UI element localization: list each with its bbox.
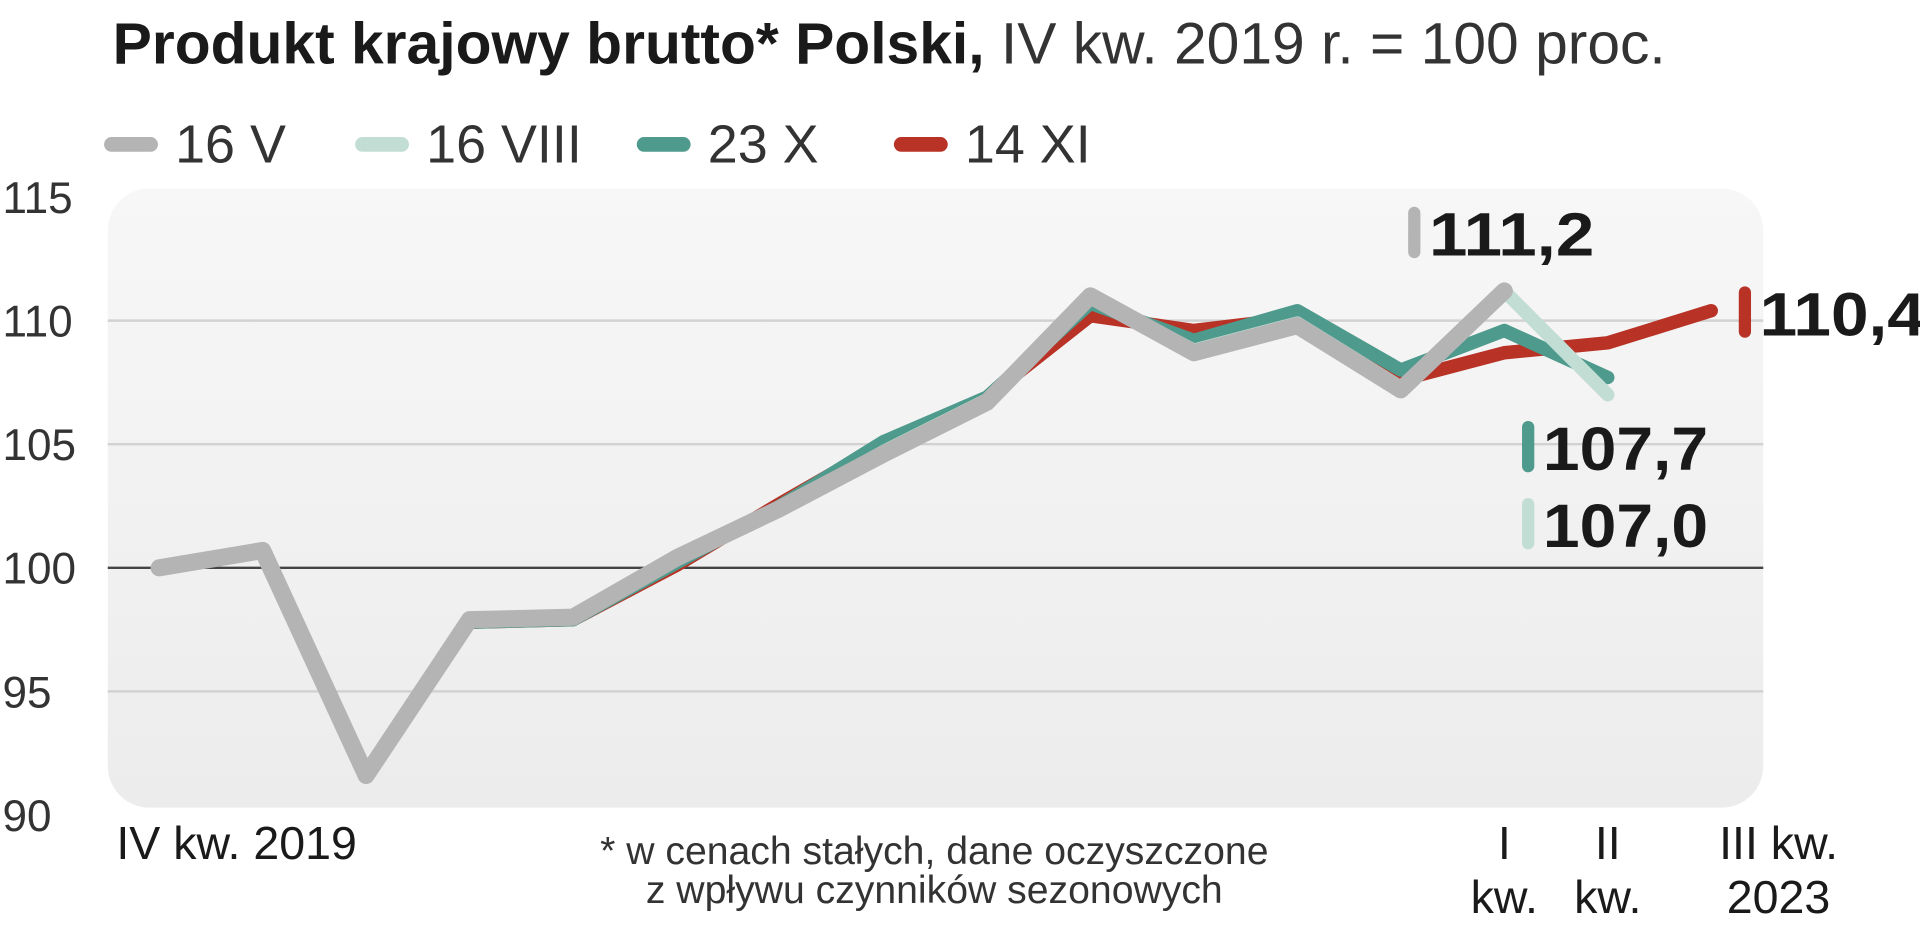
footnote: * w cenach stałych, dane oczyszczone — [600, 830, 1268, 873]
x-tick-label-box: II kw. — [1574, 818, 1642, 924]
chart-title: Produkt krajowy brutto* Polski, — [113, 12, 985, 77]
legend-label: 14 XI — [965, 115, 1091, 175]
value-label: 107,0 — [1543, 492, 1708, 560]
x-tick-label-box: III kw. 2023 — [1719, 818, 1839, 924]
legend-label: 23 X — [708, 115, 819, 175]
chart-subtitle: IV kw. 2019 r. = 100 proc. — [1001, 12, 1666, 77]
value-label: 110,4 — [1760, 280, 1920, 348]
legend-label: 16 VIII — [426, 115, 582, 175]
y-tick-label: 110 — [2, 298, 72, 347]
legend-label: 16 V — [175, 115, 286, 175]
x-tick-label-box: IV kw. 2019 — [116, 818, 357, 871]
title-group: Produkt krajowy brutto* Polski, IV kw. 2… — [113, 12, 1666, 77]
y-tick-label: 95 — [2, 668, 51, 717]
y-tick-label: 115 — [2, 174, 72, 223]
value-label: 107,7 — [1543, 415, 1708, 483]
x-tick-label: IV kw. 2019 — [116, 818, 357, 871]
value-label: 111,2 — [1429, 201, 1594, 269]
x-tick-label: I kw. — [1470, 818, 1538, 924]
x-tick-label: II kw. — [1574, 818, 1642, 924]
series-line — [150, 282, 1513, 784]
y-tick-label: 100 — [2, 545, 76, 594]
y-tick-label: 90 — [2, 792, 51, 841]
x-tick-label-box: I kw. — [1470, 818, 1538, 924]
footnote: z wpływu czynników sezonowych — [646, 869, 1223, 912]
plot-background — [107, 188, 1764, 808]
y-tick-label: 105 — [2, 421, 76, 470]
x-tick-label: III kw. 2023 — [1719, 818, 1839, 924]
